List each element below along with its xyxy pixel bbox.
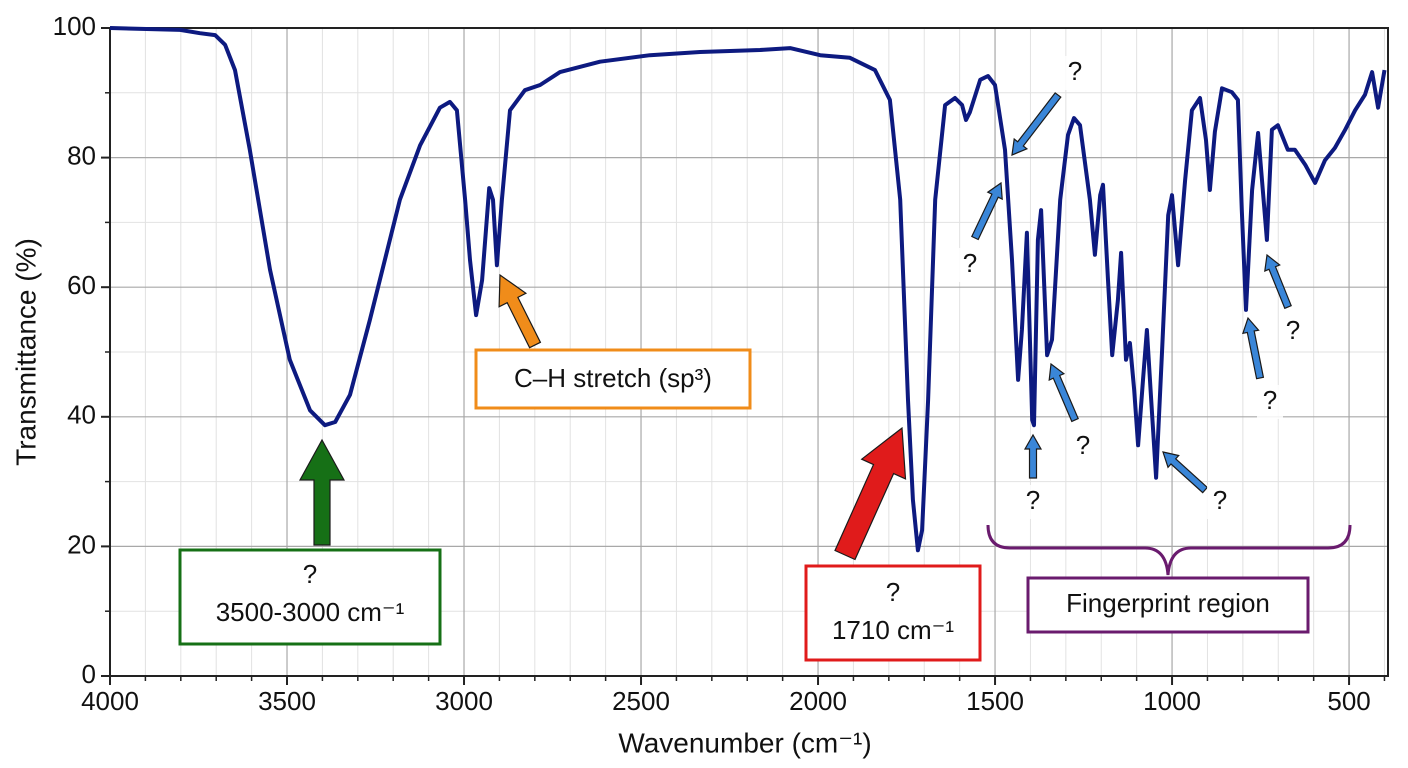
y-tick-label: 60 [67, 270, 96, 300]
x-tick-label: 1500 [966, 686, 1024, 716]
question-bg [1207, 485, 1233, 519]
question-bg [1257, 385, 1283, 419]
question-bg [1280, 315, 1306, 349]
annotation-text: C–H stretch (sp³) [514, 363, 712, 393]
fingerprint-brace [986, 524, 1352, 576]
annotation-box [804, 564, 982, 662]
x-tick-label: 500 [1327, 686, 1370, 716]
question-label: ? [963, 248, 977, 278]
question-bg [957, 248, 983, 282]
annotation-text: 1710 cm⁻¹ [832, 615, 954, 645]
question-label: ? [1068, 56, 1082, 86]
annotation-box [178, 548, 442, 646]
question-label: ? [1076, 430, 1090, 460]
spectrum-line [109, 26, 1387, 553]
x-axis-label: Wavenumber (cm⁻¹) [618, 727, 871, 758]
question-arrow [1048, 362, 1079, 423]
annotation-box [1026, 576, 1310, 634]
y-tick-label: 0 [82, 659, 96, 689]
question-bg [1062, 56, 1088, 90]
x-tick-label: 2500 [612, 686, 670, 716]
annotation-box [474, 348, 752, 410]
annotation-text: ? [303, 559, 317, 589]
question-bg [1020, 485, 1046, 519]
y-axis-label: Transmittance (%) [10, 238, 41, 466]
x-tick-label: 2000 [789, 686, 847, 716]
x-tick-label: 1000 [1143, 686, 1201, 716]
question-arrow [1023, 433, 1043, 479]
y-tick-label: 80 [67, 140, 96, 170]
y-tick-label: 100 [53, 11, 96, 41]
question-label: ? [1026, 485, 1040, 515]
question-arrow [970, 181, 1003, 241]
annotation-text: 3500-3000 cm⁻¹ [216, 597, 405, 627]
y-tick-label: 40 [67, 400, 96, 430]
x-tick-label: 3500 [258, 686, 316, 716]
annotation-text: Fingerprint region [1066, 588, 1270, 618]
question-arrow [1011, 92, 1062, 156]
annotation-arrow [498, 273, 542, 349]
y-tick-label: 20 [67, 529, 96, 559]
question-arrow [1162, 451, 1209, 494]
question-bg [1070, 430, 1096, 464]
question-label: ? [1213, 485, 1227, 515]
question-label: ? [1263, 385, 1277, 415]
plot-frame [109, 27, 1389, 677]
question-arrow [1242, 316, 1265, 380]
question-arrow [1264, 253, 1292, 310]
question-label: ? [1286, 315, 1300, 345]
x-tick-label: 3000 [435, 686, 493, 716]
annotation-arrow [298, 438, 346, 546]
annotation-text: ? [886, 577, 900, 607]
annotation-arrow [834, 426, 907, 561]
x-tick-label: 4000 [81, 686, 139, 716]
